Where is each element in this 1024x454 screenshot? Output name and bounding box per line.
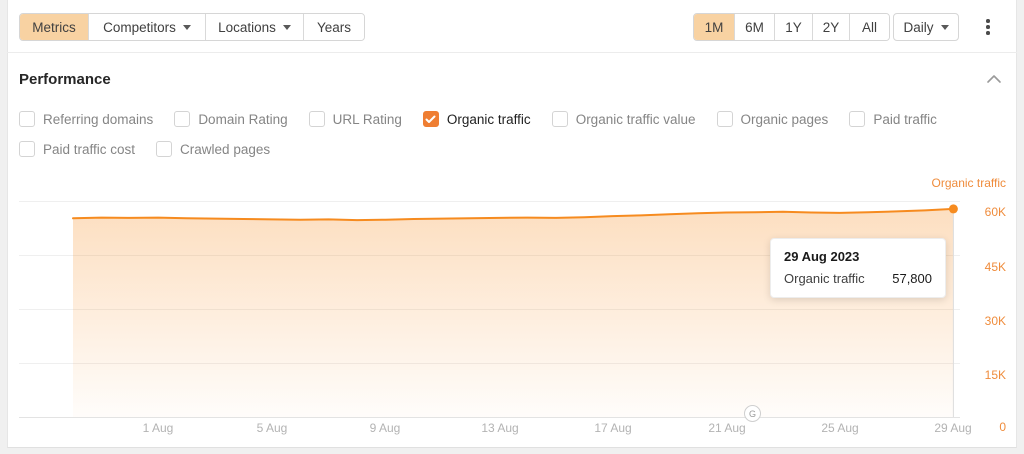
granularity-label: Daily bbox=[903, 19, 934, 35]
xtick-5-aug: 5 Aug bbox=[256, 421, 288, 435]
tooltip-metric-value: 57,800 bbox=[892, 271, 932, 286]
tab-metrics[interactable]: Metrics bbox=[20, 14, 88, 40]
section-title: Performance bbox=[19, 71, 111, 88]
range-1m-label: 1M bbox=[704, 19, 724, 35]
range-all-button[interactable]: All bbox=[849, 14, 889, 40]
caret-down-icon bbox=[940, 24, 949, 30]
tab-competitors-label: Competitors bbox=[103, 19, 176, 35]
checkbox-organic-traffic-value[interactable]: Organic traffic value bbox=[551, 111, 696, 127]
tooltip-metric-label: Organic traffic bbox=[784, 271, 865, 286]
tab-locations-label: Locations bbox=[218, 19, 276, 35]
xtick-21-aug: 21 Aug bbox=[708, 421, 746, 435]
xtick-1-aug: 1 Aug bbox=[142, 421, 174, 435]
caret-down-icon bbox=[282, 24, 291, 30]
xtick-25-aug: 25 Aug bbox=[821, 421, 859, 435]
checkbox-box bbox=[308, 111, 325, 127]
xtick-9-aug: 9 Aug bbox=[369, 421, 401, 435]
checkbox-box bbox=[551, 111, 568, 127]
chevron-up-icon bbox=[987, 75, 1001, 83]
metrics-tab-group: Metrics Competitors Locations Years bbox=[19, 13, 365, 41]
range-6m-button[interactable]: 6M bbox=[734, 14, 774, 40]
checkbox-label: Crawled pages bbox=[180, 141, 271, 157]
checkbox-paid-traffic-cost[interactable]: Paid traffic cost bbox=[19, 141, 135, 157]
checkbox-label: Organic traffic bbox=[446, 111, 531, 127]
granularity-daily-button[interactable]: Daily bbox=[893, 13, 959, 41]
tab-competitors[interactable]: Competitors bbox=[88, 14, 205, 40]
checkbox-box bbox=[19, 111, 35, 127]
more-options-icon[interactable] bbox=[982, 17, 994, 37]
checkbox-box bbox=[156, 141, 173, 157]
toolbar-divider bbox=[7, 52, 1017, 53]
gridline-60k bbox=[19, 201, 960, 202]
ytick-45k: 45K bbox=[984, 260, 1006, 274]
chart-tooltip: 29 Aug 2023 Organic traffic 57,800 bbox=[770, 238, 946, 298]
checkbox-organic-traffic[interactable]: Organic traffic bbox=[422, 111, 531, 127]
range-2y-button[interactable]: 2Y bbox=[812, 14, 849, 40]
checkbox-label: Referring domains bbox=[43, 111, 154, 127]
metrics-checkbox-row-2: Paid traffic cost Crawled pages bbox=[19, 141, 270, 157]
tooltip-date: 29 Aug 2023 bbox=[784, 249, 860, 264]
tab-years-label: Years bbox=[316, 19, 352, 35]
checkbox-box bbox=[19, 141, 35, 157]
performance-card bbox=[7, 0, 1017, 448]
gridline-15k bbox=[19, 363, 960, 364]
checkbox-organic-pages[interactable]: Organic pages bbox=[716, 111, 829, 127]
caret-down-icon bbox=[182, 24, 191, 30]
xtick-13-aug: 13 Aug bbox=[481, 421, 519, 435]
ytick-30k: 30K bbox=[984, 314, 1006, 328]
checkbox-label: Organic pages bbox=[740, 111, 829, 127]
tooltip-row: Organic traffic 57,800 bbox=[784, 271, 932, 286]
checkbox-crawled-pages[interactable]: Crawled pages bbox=[156, 141, 270, 157]
range-1y-label: 1Y bbox=[785, 19, 802, 35]
checkbox-url-rating[interactable]: URL Rating bbox=[308, 111, 402, 127]
checkbox-label: Organic traffic value bbox=[575, 111, 696, 127]
checkbox-checked-box bbox=[422, 111, 439, 127]
checkbox-box bbox=[849, 111, 866, 127]
checkbox-label: Paid traffic bbox=[873, 111, 937, 127]
xtick-29-aug: 29 Aug bbox=[934, 421, 972, 435]
x-axis-line bbox=[19, 417, 960, 418]
google-update-marker[interactable]: G bbox=[744, 405, 761, 422]
checkbox-box bbox=[716, 111, 733, 127]
check-icon bbox=[425, 115, 436, 123]
date-range-group: 1M 6M 1Y 2Y All bbox=[693, 13, 890, 41]
metrics-checkbox-row-1: Referring domains Domain Rating URL Rati… bbox=[19, 111, 937, 127]
checkbox-referring-domains[interactable]: Referring domains bbox=[19, 111, 153, 127]
xtick-17-aug: 17 Aug bbox=[594, 421, 632, 435]
range-all-label: All bbox=[861, 19, 877, 35]
gridline-30k bbox=[19, 309, 960, 310]
ytick-15k: 15K bbox=[984, 368, 1006, 382]
checkbox-label: Domain Rating bbox=[198, 111, 288, 127]
chart-legend: Organic traffic bbox=[931, 176, 1006, 190]
ytick-0: 0 bbox=[999, 420, 1006, 434]
range-2y-label: 2Y bbox=[822, 19, 840, 35]
checkbox-box bbox=[174, 111, 191, 127]
range-1y-button[interactable]: 1Y bbox=[774, 14, 812, 40]
checkbox-label: URL Rating bbox=[332, 111, 402, 127]
google-update-marker-label: G bbox=[748, 408, 756, 419]
range-1m-button[interactable]: 1M bbox=[694, 14, 734, 40]
collapse-section-button[interactable] bbox=[986, 71, 1004, 85]
checkbox-label: Paid traffic cost bbox=[43, 141, 136, 157]
tab-years[interactable]: Years bbox=[303, 14, 364, 40]
tab-metrics-label: Metrics bbox=[32, 19, 76, 35]
checkbox-paid-traffic[interactable]: Paid traffic bbox=[849, 111, 937, 127]
checkbox-domain-rating[interactable]: Domain Rating bbox=[174, 111, 288, 127]
tab-locations[interactable]: Locations bbox=[205, 14, 303, 40]
ytick-60k: 60K bbox=[984, 205, 1006, 219]
range-6m-label: 6M bbox=[745, 19, 764, 35]
